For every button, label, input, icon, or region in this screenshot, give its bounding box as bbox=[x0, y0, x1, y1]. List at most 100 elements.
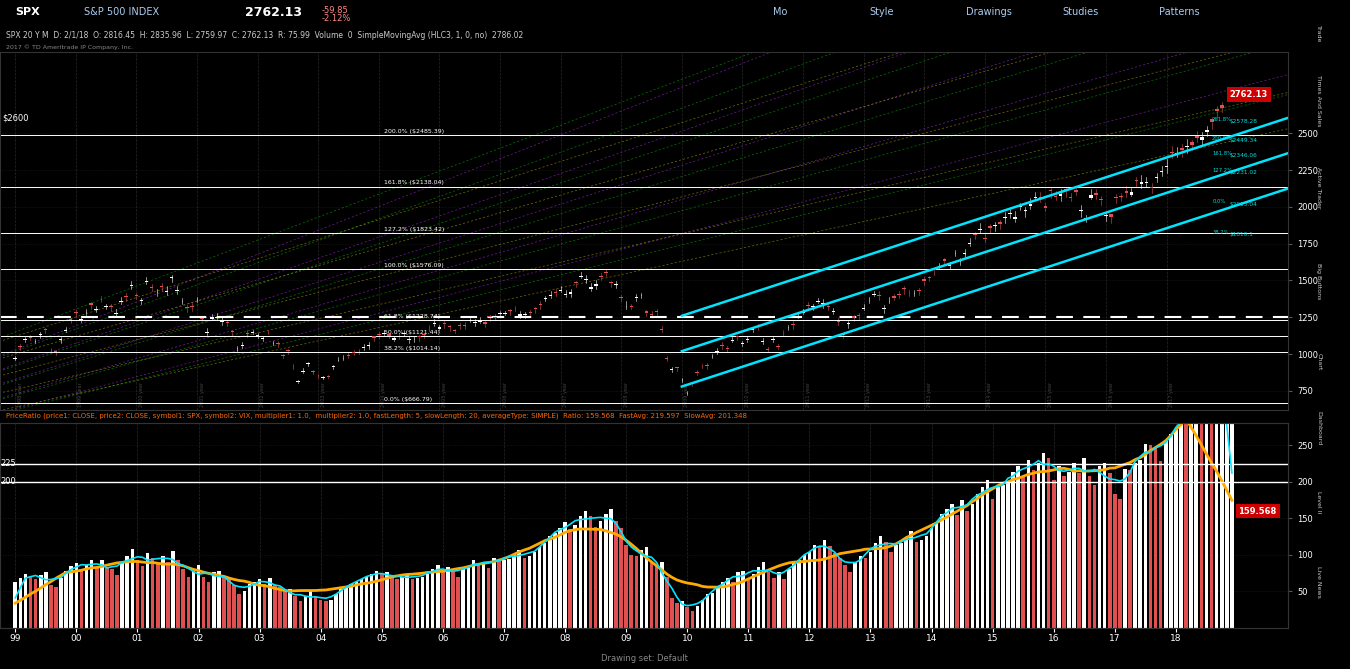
Text: 2017 year: 2017 year bbox=[1169, 382, 1174, 407]
Bar bbox=[284, 591, 286, 628]
Text: 225: 225 bbox=[0, 459, 16, 468]
Text: 2008 year: 2008 year bbox=[624, 382, 629, 407]
Bar bbox=[269, 578, 271, 628]
Bar bbox=[1088, 476, 1091, 628]
Bar bbox=[170, 277, 174, 278]
Bar bbox=[319, 600, 323, 628]
Bar bbox=[778, 572, 780, 628]
Bar bbox=[115, 312, 117, 314]
Bar bbox=[131, 549, 134, 628]
Text: Trade: Trade bbox=[1316, 25, 1322, 42]
Bar bbox=[568, 529, 572, 628]
Bar bbox=[695, 605, 699, 628]
Bar bbox=[539, 304, 543, 305]
Bar bbox=[238, 594, 242, 628]
Bar bbox=[559, 290, 563, 291]
Bar bbox=[186, 577, 190, 628]
Bar bbox=[1014, 217, 1017, 219]
Bar bbox=[918, 290, 921, 292]
Bar bbox=[894, 545, 898, 628]
Bar bbox=[1180, 148, 1184, 151]
Bar bbox=[472, 322, 477, 323]
Bar bbox=[416, 578, 420, 628]
Bar bbox=[725, 348, 729, 349]
Bar bbox=[140, 565, 144, 628]
Bar bbox=[791, 324, 795, 325]
Bar bbox=[375, 571, 378, 628]
Bar bbox=[757, 567, 760, 628]
Text: $2015.04: $2015.04 bbox=[1230, 202, 1258, 207]
Text: -59.85: -59.85 bbox=[321, 5, 348, 15]
Text: 2007 year: 2007 year bbox=[563, 382, 568, 407]
Bar bbox=[660, 562, 664, 628]
Text: 2001 year: 2001 year bbox=[200, 382, 204, 407]
Bar bbox=[614, 284, 618, 285]
Bar bbox=[603, 514, 608, 628]
Bar bbox=[998, 222, 1002, 224]
Bar bbox=[45, 572, 47, 628]
Bar bbox=[1154, 177, 1158, 178]
Bar bbox=[1123, 469, 1127, 628]
Bar bbox=[1139, 182, 1143, 184]
Bar bbox=[258, 579, 262, 628]
Bar bbox=[1210, 400, 1214, 628]
Bar bbox=[362, 347, 366, 348]
Bar bbox=[802, 312, 805, 313]
Bar bbox=[232, 585, 236, 628]
Bar bbox=[605, 272, 608, 273]
Text: 0.0%: 0.0% bbox=[1212, 199, 1226, 205]
Bar bbox=[741, 571, 745, 628]
Bar bbox=[1191, 142, 1193, 145]
Text: Active Trader: Active Trader bbox=[1316, 167, 1322, 208]
Bar bbox=[1179, 415, 1183, 628]
Bar bbox=[558, 529, 562, 628]
Bar bbox=[1145, 182, 1149, 183]
Bar bbox=[934, 523, 938, 628]
Bar bbox=[65, 571, 68, 628]
Bar bbox=[922, 279, 926, 281]
Bar bbox=[124, 296, 128, 297]
Bar bbox=[451, 572, 455, 628]
Bar bbox=[292, 366, 294, 367]
Bar bbox=[293, 596, 297, 628]
Bar bbox=[14, 582, 18, 628]
Bar bbox=[1037, 463, 1041, 628]
Text: 2013 year: 2013 year bbox=[927, 382, 931, 407]
Bar bbox=[852, 316, 856, 318]
Bar bbox=[240, 345, 244, 346]
Bar bbox=[90, 560, 93, 628]
Text: 2015 year: 2015 year bbox=[1048, 382, 1053, 407]
Bar bbox=[1134, 180, 1138, 181]
Bar bbox=[126, 556, 130, 628]
Bar bbox=[109, 306, 113, 307]
Bar bbox=[1046, 458, 1050, 628]
Bar bbox=[339, 589, 343, 628]
Text: Times And Sales: Times And Sales bbox=[1316, 75, 1322, 126]
Bar bbox=[370, 574, 374, 628]
Bar bbox=[104, 306, 108, 307]
Bar bbox=[298, 601, 302, 628]
Text: 2003 year: 2003 year bbox=[321, 382, 325, 407]
Bar bbox=[818, 547, 821, 628]
Bar bbox=[301, 371, 305, 372]
Bar bbox=[1052, 480, 1056, 628]
Bar bbox=[732, 581, 734, 628]
Bar bbox=[1089, 195, 1092, 197]
Bar bbox=[857, 315, 860, 316]
Text: 50.0% ($1121.44): 50.0% ($1121.44) bbox=[383, 330, 440, 335]
Bar bbox=[518, 314, 522, 316]
Bar bbox=[868, 553, 872, 628]
Bar bbox=[517, 551, 521, 628]
Bar bbox=[504, 313, 506, 314]
Bar bbox=[275, 343, 279, 345]
Bar bbox=[973, 234, 976, 235]
Bar bbox=[95, 568, 99, 628]
Bar bbox=[844, 565, 846, 628]
Bar bbox=[19, 578, 22, 628]
Bar bbox=[467, 567, 470, 628]
Bar bbox=[1185, 146, 1188, 147]
Bar bbox=[853, 562, 857, 628]
Text: 38.2% ($1014.14): 38.2% ($1014.14) bbox=[383, 346, 440, 351]
Bar bbox=[1038, 197, 1042, 198]
Bar bbox=[971, 504, 975, 628]
